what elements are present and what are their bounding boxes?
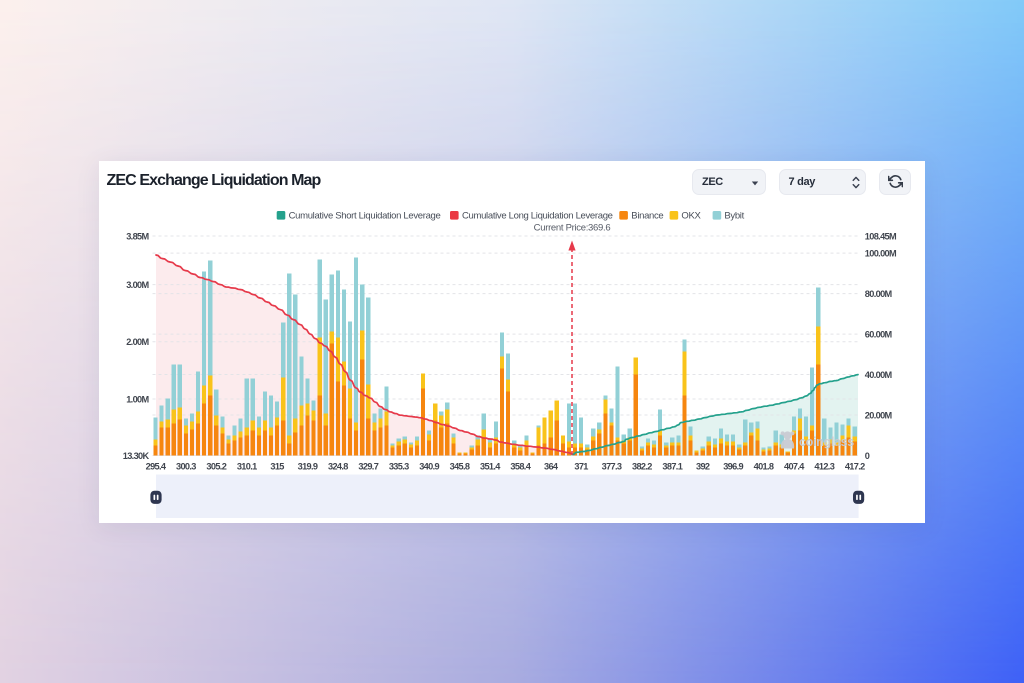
svg-text:3.00M: 3.00M [126,280,149,290]
svg-text:319.9: 319.9 [298,462,318,472]
svg-text:3.85M: 3.85M [126,231,149,241]
svg-text:OKX: OKX [681,211,701,222]
svg-text:20.00M: 20.00M [865,410,893,420]
svg-text:407.4: 407.4 [784,462,805,472]
svg-text:Binance: Binance [631,211,663,222]
svg-text:392: 392 [696,462,710,472]
svg-text:Current Price:369.6: Current Price:369.6 [534,223,611,234]
svg-text:364: 364 [544,462,559,472]
svg-text:100.00M: 100.00M [865,248,897,258]
svg-text:396.9: 396.9 [723,462,743,472]
svg-text:2.00M: 2.00M [126,337,149,347]
svg-text:371: 371 [574,462,588,472]
svg-text:40.00M: 40.00M [865,370,893,380]
svg-text:coinglass: coinglass [799,435,854,449]
svg-text:315: 315 [270,462,284,472]
svg-text:Cumulative Long Liquidation Le: Cumulative Long Liquidation Leverage [462,211,613,222]
svg-text:417.2: 417.2 [845,462,865,472]
svg-text:382.2: 382.2 [632,462,652,472]
svg-text:1.00M: 1.00M [126,394,149,404]
svg-text:80.00M: 80.00M [865,289,893,299]
svg-text:295.4: 295.4 [146,462,167,472]
svg-text:387.1: 387.1 [662,462,682,472]
svg-text:310.1: 310.1 [237,462,257,472]
svg-text:351.4: 351.4 [480,462,501,472]
svg-text:412.3: 412.3 [814,462,834,472]
svg-text:358.4: 358.4 [510,462,531,472]
svg-text:0: 0 [865,451,870,461]
svg-text:340.9: 340.9 [419,462,439,472]
svg-text:377.3: 377.3 [602,462,622,472]
svg-text:Bybit: Bybit [724,211,744,222]
svg-text:108.45M: 108.45M [865,231,897,241]
svg-text:345.8: 345.8 [450,462,470,472]
svg-text:Cumulative Short Liquidation L: Cumulative Short Liquidation Leverage [289,211,441,222]
svg-text:324.8: 324.8 [328,462,348,472]
svg-text:329.7: 329.7 [358,462,378,472]
svg-text:300.3: 300.3 [176,462,196,472]
svg-text:335.3: 335.3 [389,462,409,472]
svg-text:60.00M: 60.00M [865,329,893,339]
svg-text:13.30K: 13.30K [123,451,150,461]
svg-text:305.2: 305.2 [206,462,226,472]
svg-text:401.8: 401.8 [754,462,774,472]
